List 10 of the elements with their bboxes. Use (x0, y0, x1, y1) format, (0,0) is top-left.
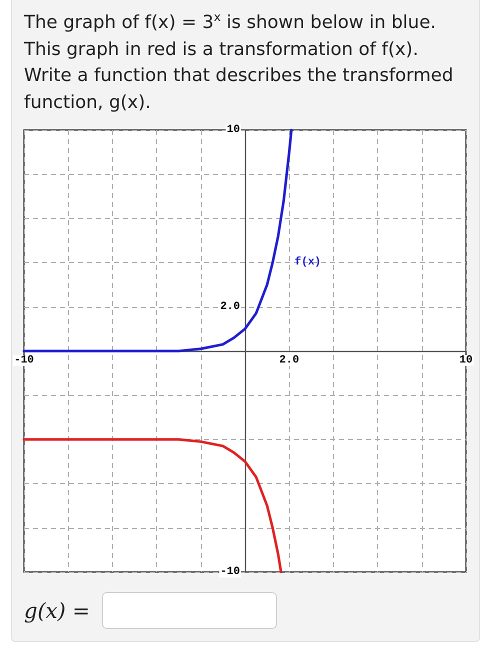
series-label: f(x) (294, 256, 322, 269)
y-tick-label: -10 (220, 566, 240, 578)
x-tick-label: -10 (14, 354, 34, 366)
x-tick-label: 10 (459, 354, 473, 366)
chart-title: The graph of f(x) = 3$^{x}$ is shown below in blue. This graph in red is a transformation of f(x). Write a function that describes the transformed function, g(x). (24, 9, 454, 115)
x-tick-label: 2.0 (279, 354, 300, 366)
y-tick-label: 10 (226, 124, 240, 136)
text: g(x) = (24, 598, 90, 622)
y-tick-label: 2.0 (220, 300, 240, 313)
line-series (22, 438, 282, 574)
